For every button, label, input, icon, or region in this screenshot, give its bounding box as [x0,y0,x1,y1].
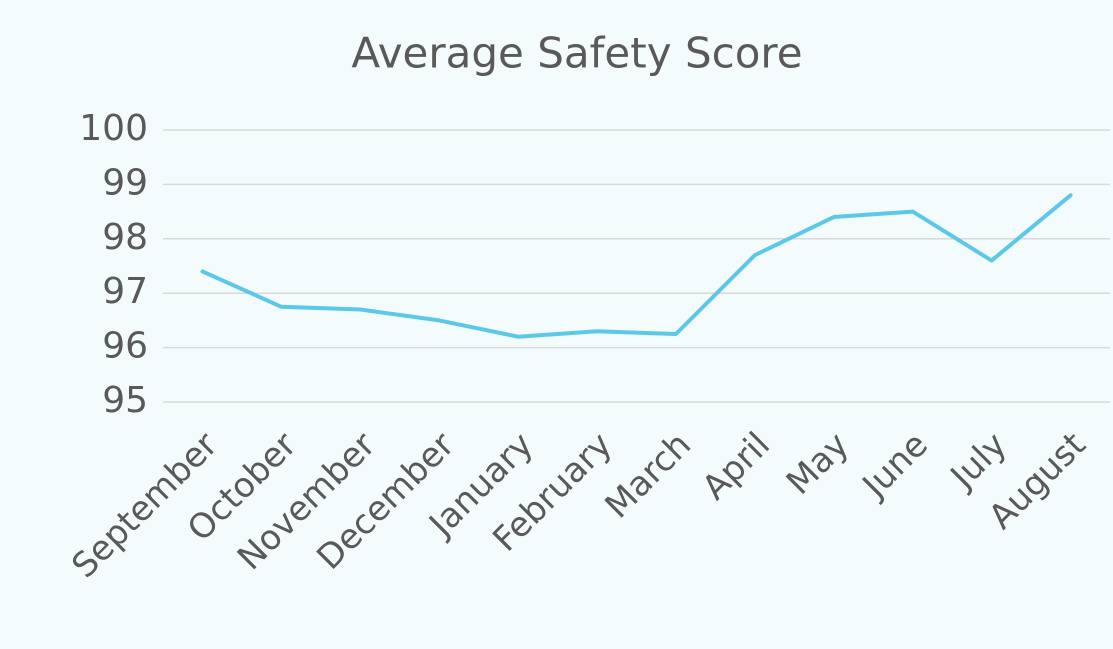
y-tick-label: 95 [102,380,148,421]
y-tick-label: 99 [102,162,148,203]
y-tick-label: 100 [79,108,148,149]
y-tick-label: 98 [102,217,148,258]
line-series [200,193,1073,339]
y-tick-label: 96 [102,326,148,367]
chart-title: Average Safety Score [351,29,802,78]
y-tick-label: 97 [102,271,148,312]
